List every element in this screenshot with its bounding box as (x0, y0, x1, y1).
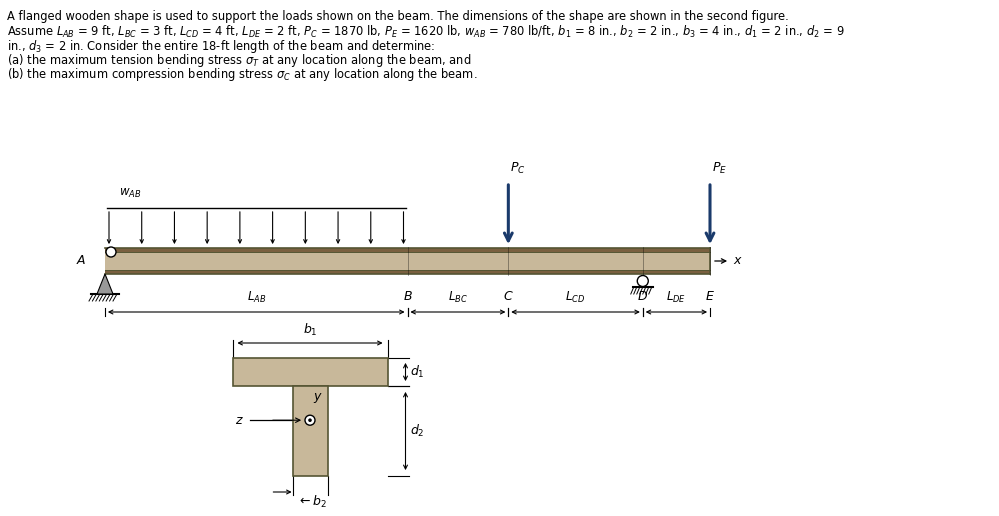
Text: z: z (236, 414, 242, 427)
Text: $L_{AB}$: $L_{AB}$ (247, 290, 266, 305)
Text: D: D (638, 290, 647, 303)
Text: $b_1$: $b_1$ (303, 322, 318, 338)
Text: $L_{DE}$: $L_{DE}$ (666, 290, 686, 305)
Circle shape (309, 418, 312, 422)
Circle shape (637, 276, 648, 286)
Text: A flanged wooden shape is used to support the loads shown on the beam. The dimen: A flanged wooden shape is used to suppor… (7, 10, 789, 23)
Text: B: B (404, 290, 412, 303)
Text: $P_C$: $P_C$ (510, 161, 525, 176)
Text: in., $d_3$ = 2 in. Consider the entire 18-ft length of the beam and determine:: in., $d_3$ = 2 in. Consider the entire 1… (7, 38, 436, 55)
Text: $d_1$: $d_1$ (411, 364, 426, 380)
Bar (105, 248, 710, 274)
Text: Assume $L_{AB}$ = 9 ft, $L_{BC}$ = 3 ft, $L_{CD}$ = 4 ft, $L_{DE}$ = 2 ft, $P_C$: Assume $L_{AB}$ = 9 ft, $L_{BC}$ = 3 ft,… (7, 24, 844, 40)
Text: y: y (313, 390, 321, 403)
Text: (a) the maximum tension bending stress $\sigma_T$ at any location along the beam: (a) the maximum tension bending stress $… (7, 52, 472, 69)
Bar (105, 270, 710, 274)
Text: x: x (733, 254, 740, 267)
Bar (105, 248, 710, 252)
Text: $d_2$: $d_2$ (411, 423, 425, 439)
Text: C: C (503, 290, 512, 303)
Text: $P_E$: $P_E$ (712, 161, 727, 176)
Text: A: A (77, 254, 85, 267)
Text: (b) the maximum compression bending stress $\sigma_C$ at any location along the : (b) the maximum compression bending stre… (7, 66, 478, 83)
Text: $w_{AB}$: $w_{AB}$ (119, 187, 141, 200)
Bar (233, 358, 388, 386)
Text: $L_{CD}$: $L_{CD}$ (565, 290, 585, 305)
Text: E: E (706, 290, 714, 303)
Polygon shape (97, 274, 113, 294)
Circle shape (305, 415, 315, 425)
Text: $\leftarrow b_2$: $\leftarrow b_2$ (297, 494, 327, 510)
Text: $L_{BC}$: $L_{BC}$ (448, 290, 468, 305)
Bar (293, 386, 328, 476)
Circle shape (106, 247, 116, 257)
